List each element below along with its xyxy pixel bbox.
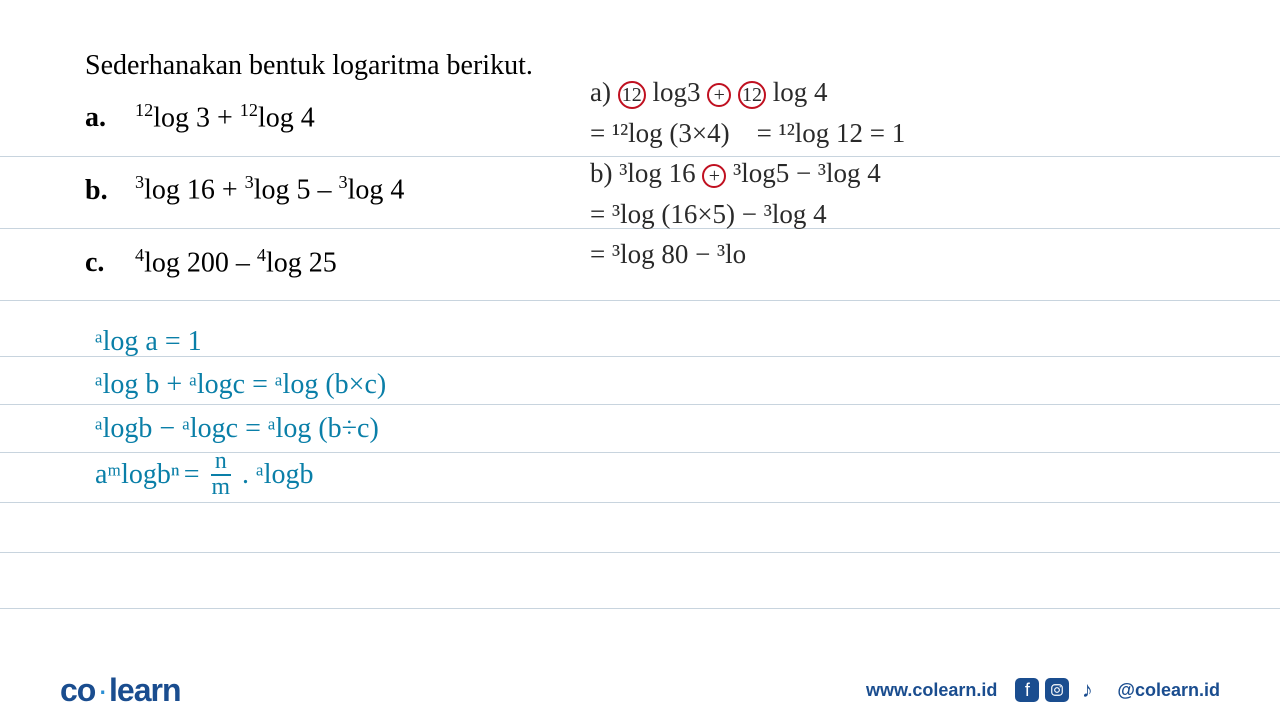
formula-notes: ᵃlog a = 1 ᵃlog b + ᵃlogc = ᵃlog (b×c) ᵃ… [95,320,386,500]
handwritten-work: a) 12 log3 + 12 log 4 = ¹²log (3×4) = ¹²… [590,72,905,275]
circled-12-icon: 12 [738,81,766,109]
work-line-a2: = ¹²log (3×4) = ¹²log 12 = 1 [590,113,905,154]
problem-b-expr: 3log 16 + 3log 5 – 3log 4 [135,172,404,206]
footer-handle: @colearn.id [1117,680,1220,701]
footer-url: www.colearn.id [866,680,997,701]
brand-logo: co·learn [60,672,180,709]
tiktok-icon: ♪ [1075,678,1099,702]
formula-3: ᵃlogb − ᵃlogc = ᵃlog (b÷c) [95,407,386,450]
work-line-b1: b) ³log 16 + ³log5 − ³log 4 [590,153,905,194]
work-line-a1: a) 12 log3 + 12 log 4 [590,72,905,113]
circled-plus-icon: + [707,83,731,107]
work-line-b2: = ³log (16×5) − ³log 4 [590,194,905,235]
facebook-icon: f [1015,678,1039,702]
footer-right: www.colearn.id f ♪ @colearn.id [866,678,1220,702]
problem-c-expr: 4log 200 – 4log 25 [135,245,337,279]
formula-4: aᵐlogbⁿ = n m . ᵃlogb [95,450,386,500]
work-line-b3: = ³log 80 − ³lo [590,234,905,275]
formula-2: ᵃlog b + ᵃlogc = ᵃlog (b×c) [95,363,386,406]
circled-plus-icon: + [702,164,726,188]
problem-c-label: c. [85,247,135,279]
social-icons: f ♪ [1015,678,1099,702]
formula-1: ᵃlog a = 1 [95,320,386,363]
instagram-icon [1045,678,1069,702]
problem-a-label: a. [85,102,135,134]
problem-b-label: b. [85,175,135,207]
circled-12-icon: 12 [618,81,646,109]
footer-bar: co·learn www.colearn.id f ♪ @colearn.id [0,660,1280,720]
problem-a-expr: 12log 3 + 12log 4 [135,100,315,134]
